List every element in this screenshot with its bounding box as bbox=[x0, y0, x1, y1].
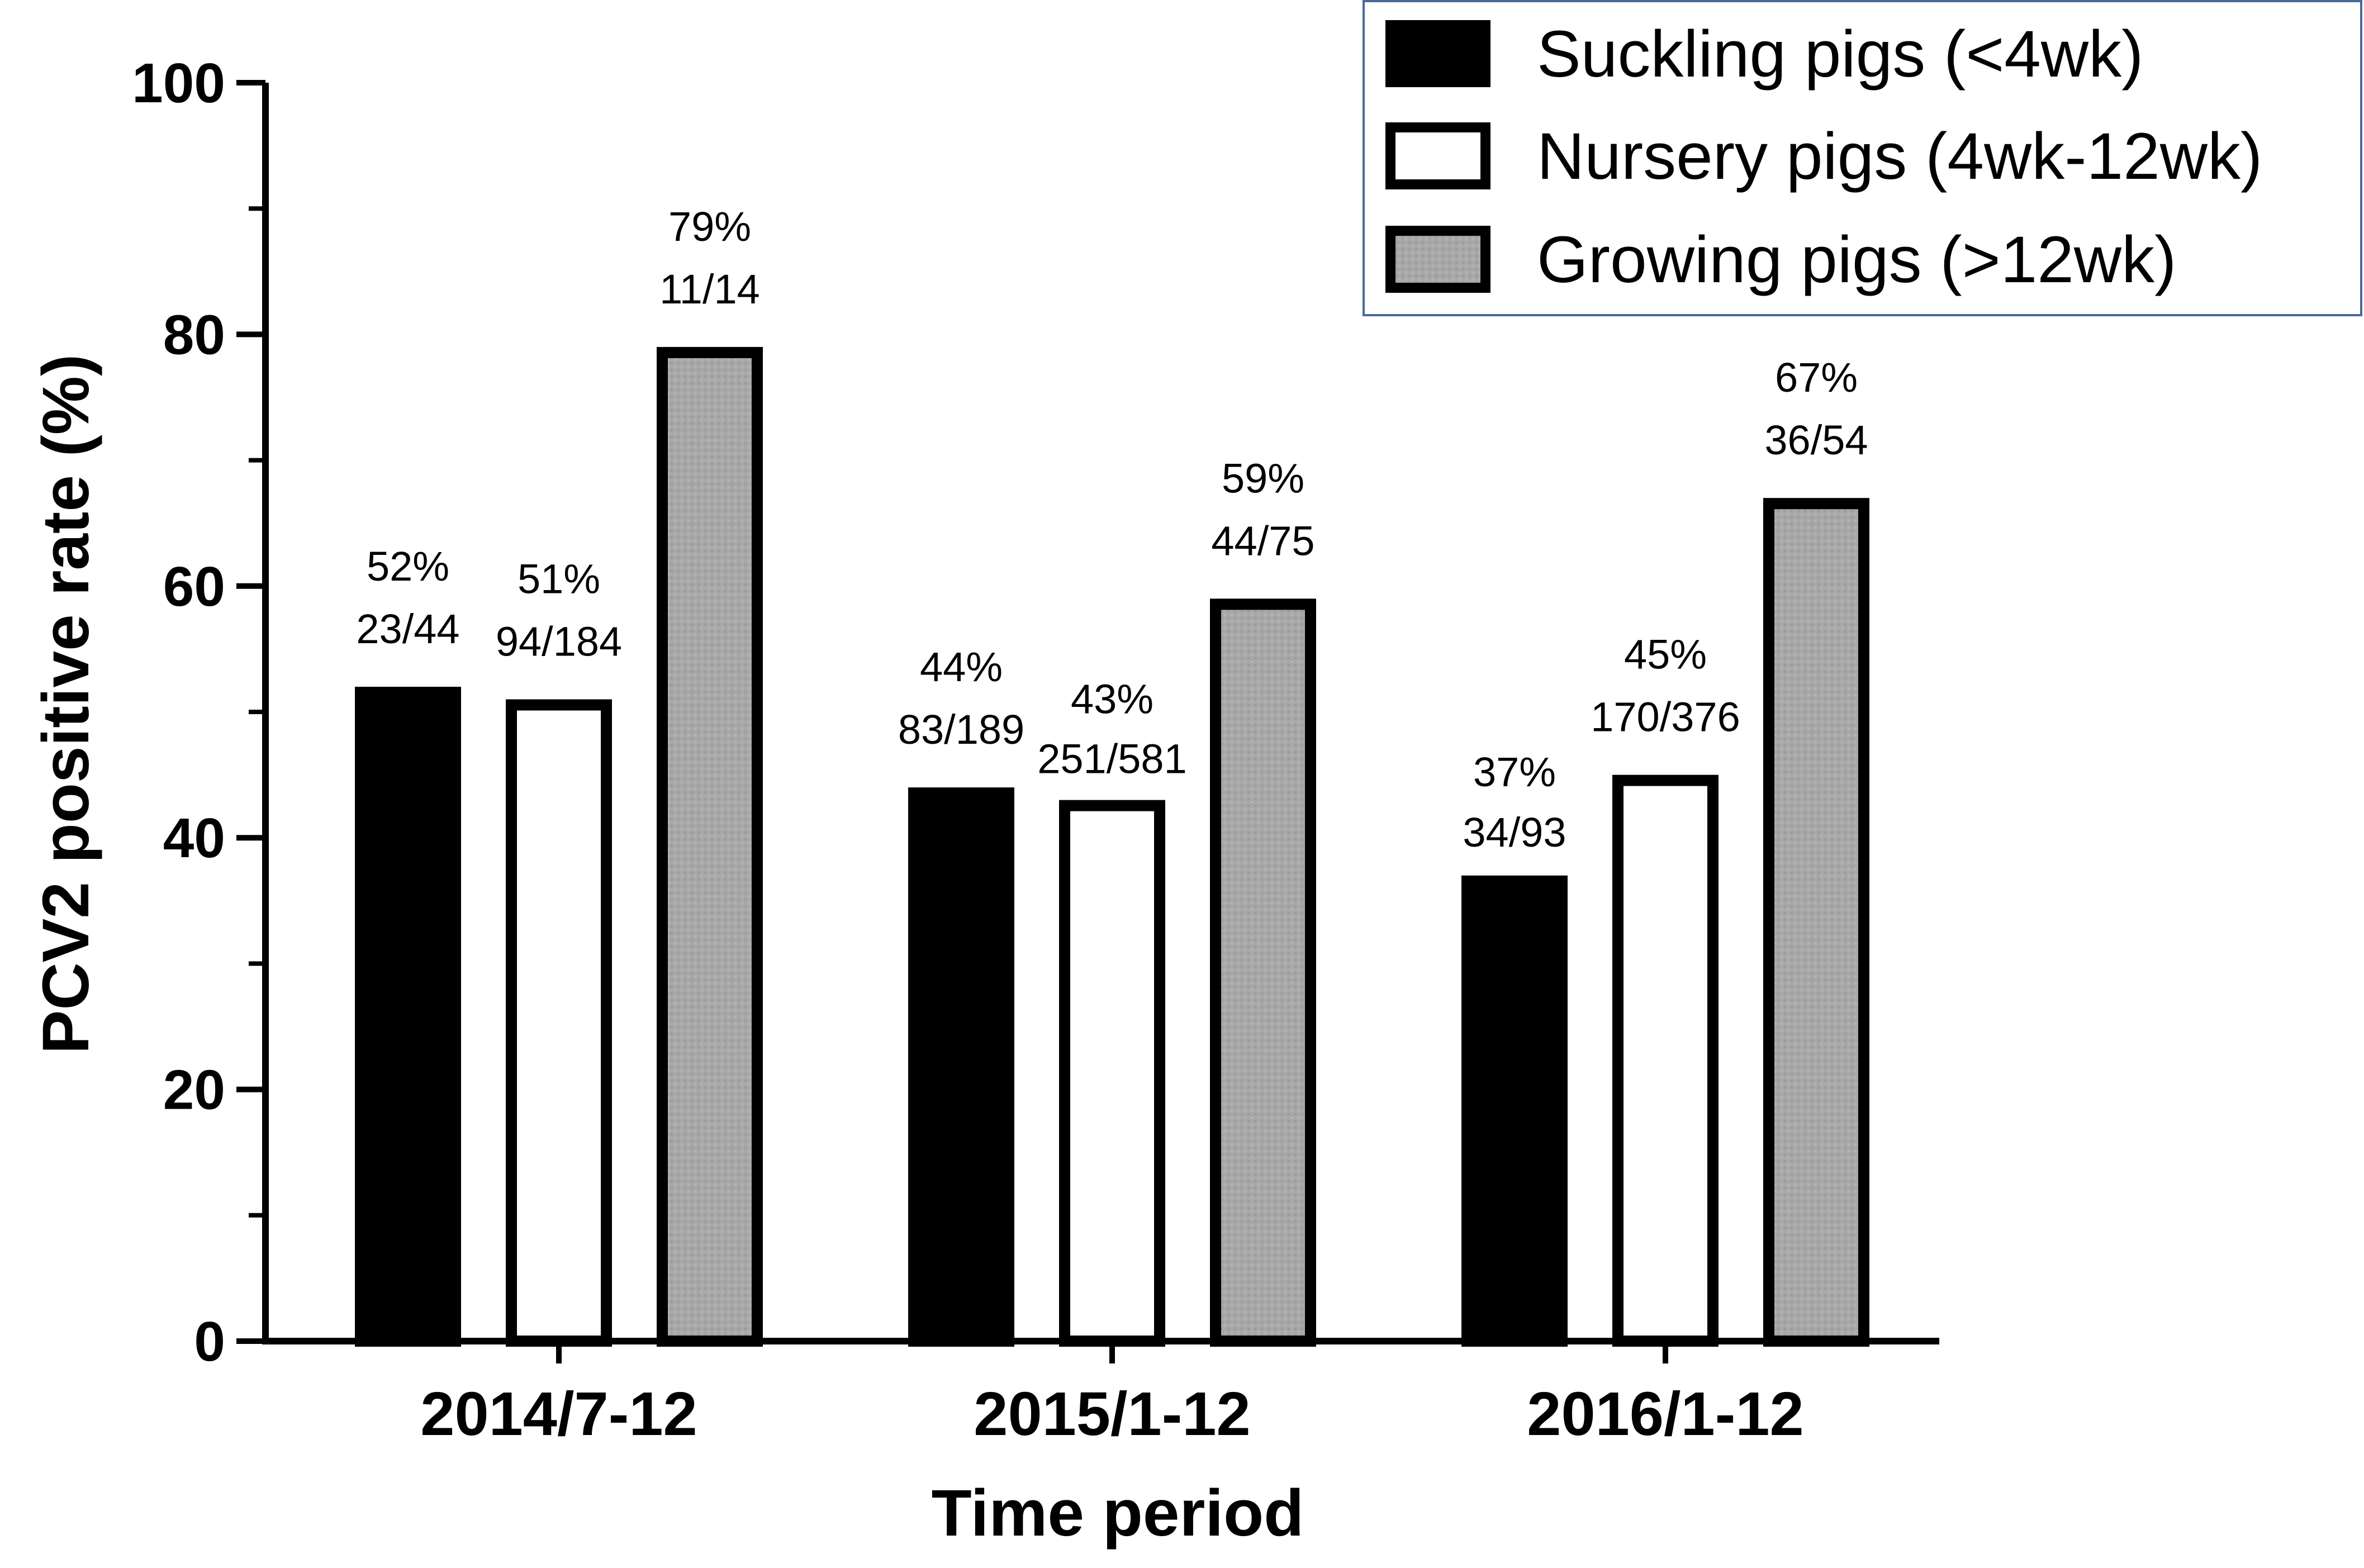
bar bbox=[355, 686, 461, 1347]
y-tick-label: 0 bbox=[194, 1310, 225, 1373]
bar-count-label: 34/93 bbox=[1463, 809, 1566, 856]
bar-percent-label: 52% bbox=[367, 543, 449, 590]
legend-label: Suckling pigs (<4wk) bbox=[1537, 17, 2143, 91]
legend-label: Growing pigs (>12wk) bbox=[1537, 223, 2176, 297]
bar bbox=[1612, 775, 1719, 1347]
bar-percent-label: 79% bbox=[668, 203, 751, 250]
x-category-label: 2015/1-12 bbox=[974, 1380, 1250, 1448]
y-tick-label: 20 bbox=[163, 1059, 225, 1122]
legend: Suckling pigs (<4wk) Nursery pigs (4wk-12… bbox=[1363, 0, 2362, 316]
bar bbox=[1763, 498, 1869, 1347]
bar-count-label: 11/14 bbox=[659, 266, 760, 312]
bar-count-label: 44/75 bbox=[1211, 517, 1314, 564]
legend-label: Nursery pigs (4wk-12wk) bbox=[1537, 120, 2262, 193]
bar-count-label: 23/44 bbox=[356, 606, 459, 652]
x-category-label: 2014/7-12 bbox=[420, 1380, 697, 1448]
x-axis-title: Time period bbox=[932, 1476, 1304, 1550]
bar bbox=[1210, 598, 1316, 1347]
bar-percent-label: 67% bbox=[1775, 354, 1858, 401]
bar bbox=[1059, 800, 1165, 1347]
bar bbox=[657, 346, 763, 1347]
bar-percent-label: 37% bbox=[1473, 749, 1556, 795]
legend-swatch bbox=[1385, 20, 1490, 87]
y-tick-label: 80 bbox=[163, 303, 225, 366]
bar-count-label: 94/184 bbox=[496, 618, 622, 664]
bar-percent-label: 44% bbox=[920, 644, 1003, 690]
legend-box bbox=[1363, 0, 2362, 316]
bar bbox=[908, 787, 1014, 1347]
bar-percent-label: 51% bbox=[518, 555, 600, 602]
y-tick-label: 100 bbox=[132, 52, 225, 115]
bar-percent-label: 45% bbox=[1624, 631, 1707, 678]
y-axis-title: PCV2 positive rate (%) bbox=[29, 354, 103, 1054]
bar bbox=[1461, 875, 1568, 1347]
y-tick-label: 40 bbox=[163, 807, 225, 869]
bar-count-label: 170/376 bbox=[1591, 694, 1740, 740]
bar bbox=[506, 699, 612, 1347]
plot-area: 0 20 40 60 80 100 2014/7-12 52% 23/44 51% 94/184 79… bbox=[132, 52, 1939, 1448]
legend-swatch bbox=[1385, 122, 1490, 189]
bar-count-label: 251/581 bbox=[1037, 736, 1187, 782]
bar-percent-label: 43% bbox=[1071, 676, 1153, 723]
bar-count-label: 36/54 bbox=[1764, 417, 1868, 463]
x-category-label: 2016/1-12 bbox=[1527, 1380, 1803, 1448]
bar-percent-label: 59% bbox=[1222, 455, 1304, 501]
y-tick-label: 60 bbox=[163, 555, 225, 618]
legend-swatch bbox=[1385, 226, 1490, 293]
bar-count-label: 83/189 bbox=[898, 706, 1024, 753]
